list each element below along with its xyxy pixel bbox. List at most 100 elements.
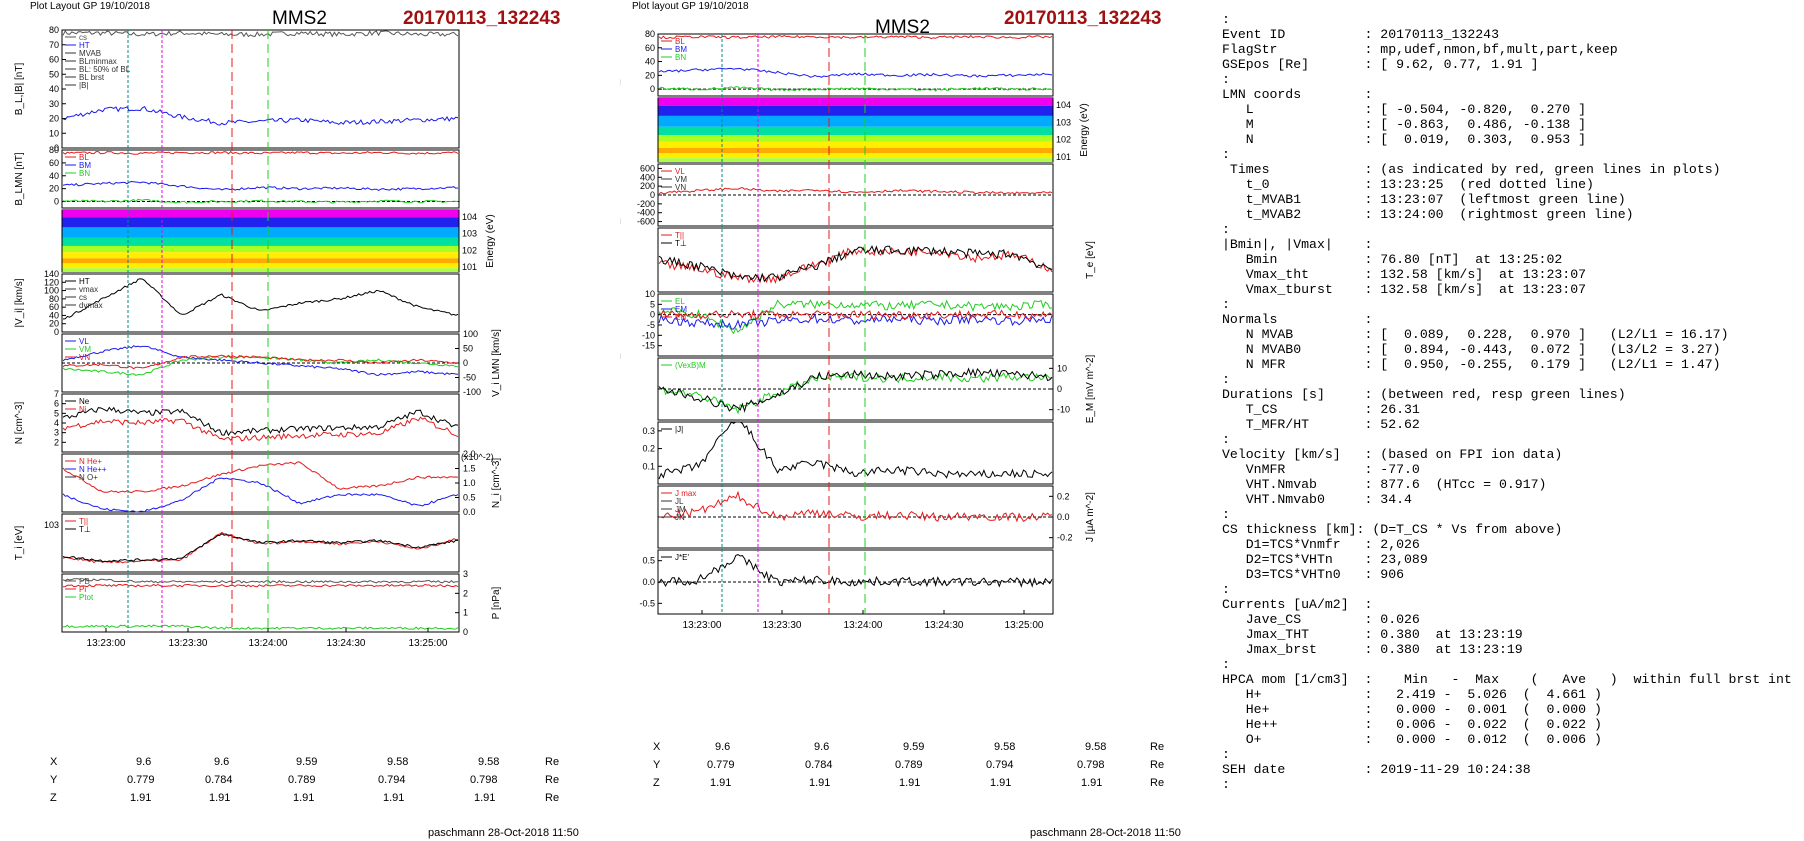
axis-label: J*E' [nW m^-3] xyxy=(620,549,621,615)
tick-label: 5 xyxy=(650,299,655,309)
panel-frame xyxy=(61,273,460,333)
info-line: : xyxy=(1222,507,1230,522)
legend-label: JL xyxy=(675,497,684,506)
info-line: L : [ -0.504, -0.820, 0.270 ] xyxy=(1222,102,1587,117)
info-line: : xyxy=(1222,372,1230,387)
legend-label: T|| xyxy=(675,231,684,240)
info-line: Currents [uA/m2] : xyxy=(1222,597,1373,612)
tick-label: 600 xyxy=(640,163,655,173)
legend-label: BL: 50% of BL xyxy=(79,65,131,74)
info-line: : xyxy=(1222,147,1230,162)
tick-label: -400 xyxy=(637,208,655,218)
series-line xyxy=(62,106,459,126)
legend-label: N He++ xyxy=(79,465,107,474)
coord-x-value: 9.58 xyxy=(1085,741,1107,753)
tick-label: 103 xyxy=(44,520,59,530)
tick-label: 20 xyxy=(645,70,655,80)
tick-label: -0.5 xyxy=(639,598,655,608)
coord-z-label: Z xyxy=(50,792,57,804)
info-line: : xyxy=(1222,72,1230,87)
tick-label: -100 xyxy=(463,387,481,397)
info-line: Vmax_tht : 132.58 [km/s] at 13:23:07 xyxy=(1222,267,1587,282)
coord-y-value: 0.798 xyxy=(470,774,498,786)
coord-y-value: 0.779 xyxy=(707,759,735,771)
info-line: Velocity [km/s] : (based on FPI ion data… xyxy=(1222,447,1563,462)
legend-label: (VexB)M xyxy=(675,361,706,370)
tick-label: 0 xyxy=(650,84,655,94)
coord-x-value: 9.6 xyxy=(814,741,830,753)
tick-label: 6 xyxy=(54,399,59,409)
info-line: : xyxy=(1222,432,1230,447)
tick-label: -10 xyxy=(1057,405,1070,415)
tick-label: -15 xyxy=(642,341,655,351)
legend-label: vmax xyxy=(79,285,98,294)
spectrogram-band xyxy=(658,135,1053,142)
series-line xyxy=(658,554,1053,588)
right-panel-4: T_e [eV] T||T⊥ xyxy=(657,227,1096,293)
info-line: Jmax_brst : 0.380 at 13:23:19 xyxy=(1222,642,1523,657)
left-panel-1: 0 10 20 30 40 50 60 70 80 B_L,|B| [nT] csHTMVABBLm… xyxy=(14,25,460,153)
spectrogram-band xyxy=(62,258,459,264)
info-line: Durations [s] : (between red, resp green… xyxy=(1222,387,1626,402)
right-panel-7: 0.1 0.2 0.3 |J| [μA m^-2] |J| xyxy=(620,421,1054,485)
tick-label: 80 xyxy=(49,25,59,35)
axis-label: Energy (eV) xyxy=(485,214,496,267)
axis-label: J [μA m^-2] xyxy=(1085,492,1096,542)
tick-label: 3 xyxy=(54,428,59,438)
spectrogram-band xyxy=(658,147,1053,154)
info-line: T_CS : 26.31 xyxy=(1222,402,1420,417)
info-line: Jave_CS : 0.026 xyxy=(1222,612,1420,627)
series-line xyxy=(62,578,458,584)
tick-label: 102 xyxy=(1056,135,1071,145)
info-line: CS thickness [km]: (D=T_CS * Vs from abo… xyxy=(1222,522,1563,537)
legend-label: BN xyxy=(79,169,90,178)
time-tick-label: 13:25:00 xyxy=(409,638,448,649)
info-line: Times : (as indicated by red, green line… xyxy=(1222,162,1721,177)
series-line xyxy=(658,245,1053,285)
info-line: |Bmin|, |Vmax| : xyxy=(1222,237,1373,252)
tick-label: 40 xyxy=(49,171,59,181)
time-tick-label: 13:24:00 xyxy=(249,638,288,649)
tick-label: 50 xyxy=(49,69,59,79)
tick-label: 50 xyxy=(463,344,473,354)
spectrogram-band xyxy=(658,105,1053,116)
coord-y-value: 0.779 xyxy=(127,774,155,786)
coord-x-value: 9.6 xyxy=(136,756,152,768)
tick-label: -10 xyxy=(642,330,655,340)
series-line xyxy=(62,583,459,588)
tick-label: 10 xyxy=(645,289,655,299)
series-line xyxy=(62,416,459,442)
panel-frame xyxy=(61,573,460,633)
spectrogram-band xyxy=(658,158,1053,162)
legend-label: EN xyxy=(675,313,686,322)
info-line: D3=TCS*VHTn0 : 906 xyxy=(1222,567,1405,582)
info-line: HPCA mom [1/cm3] : Min - Max ( Ave ) wit… xyxy=(1222,672,1792,687)
info-line: : xyxy=(1222,747,1230,762)
spectrogram-band xyxy=(658,98,1053,106)
coord-x-value: 9.58 xyxy=(994,741,1016,753)
legend-label: Ptot xyxy=(79,593,94,602)
tick-label: 0.0 xyxy=(463,507,476,517)
tick-label: 4 xyxy=(54,418,59,428)
panel-frame xyxy=(61,513,460,573)
tick-label: 0.5 xyxy=(642,556,655,566)
coord-unit: Re xyxy=(545,774,560,786)
tick-label: 60 xyxy=(49,55,59,65)
info-line: : xyxy=(1222,297,1230,312)
series-line xyxy=(62,180,459,191)
scale-label: (x10^-2) xyxy=(461,452,494,462)
tick-label: 100 xyxy=(44,286,59,296)
axis-label: T_i [eV] xyxy=(14,526,25,561)
coord-z-label: Z xyxy=(653,777,660,789)
right-panel-9: -0.5 0.0 0.5 J*E' [nW m^-3] J*E' xyxy=(620,549,1054,615)
info-line: T_MFR/HT : 52.62 xyxy=(1222,417,1420,432)
event-markers xyxy=(721,34,866,614)
panel-frame xyxy=(61,453,460,513)
tick-label: 5 xyxy=(54,408,59,418)
legend-label: Ni xyxy=(79,405,87,414)
tick-label: -5 xyxy=(647,320,655,330)
right-plot-layout-label: Plot layout GP 19/10/2018 xyxy=(632,1,749,12)
panel-frame xyxy=(657,227,1054,293)
